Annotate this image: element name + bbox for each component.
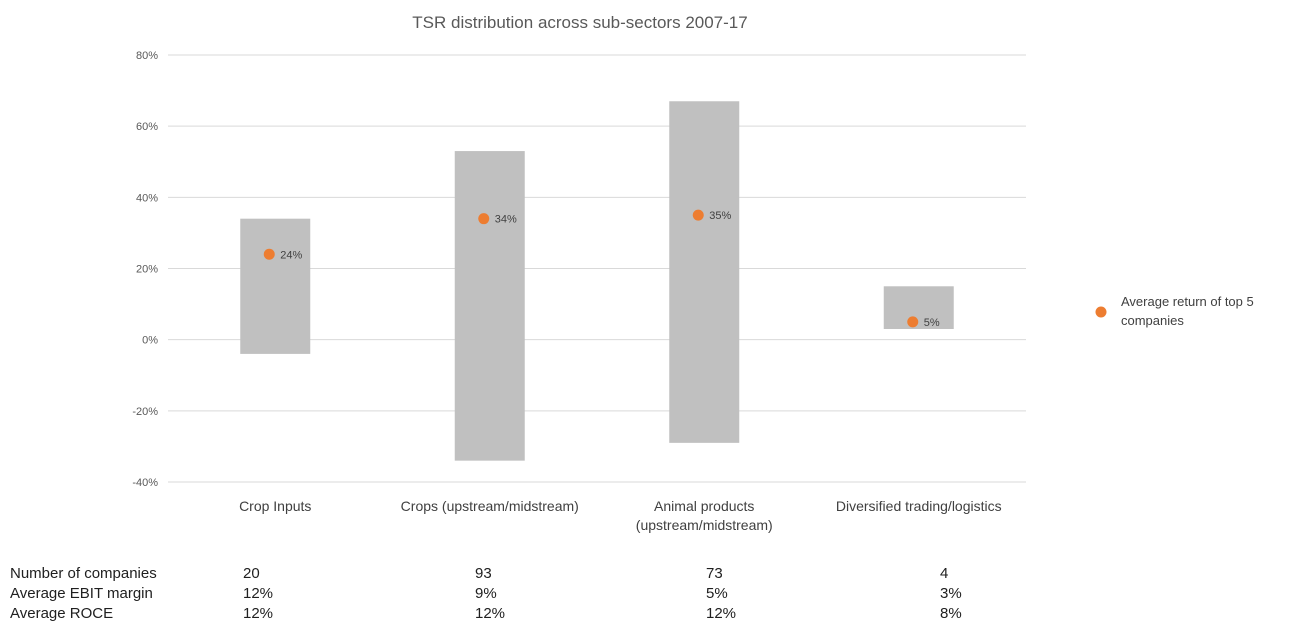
stats-cell: 20	[243, 565, 260, 582]
legend-marker	[1095, 306, 1107, 318]
legend-label: Average return of top 5	[1121, 294, 1254, 309]
average-marker	[478, 213, 490, 225]
range-bar	[454, 151, 525, 461]
category-label: Diversified trading/logistics	[836, 498, 1002, 514]
range-bars	[240, 101, 954, 461]
tsr-chart: TSR distribution across sub-sectors 2007…	[132, 13, 1254, 533]
y-tick-label: 40%	[136, 192, 158, 204]
legend: Average return of top 5 companies	[1095, 294, 1254, 328]
range-bar	[240, 218, 311, 354]
category-label: Crops (upstream/midstream)	[401, 498, 579, 514]
stats-cell: 12%	[243, 605, 274, 622]
stats-cell: 3%	[940, 585, 962, 602]
stats-cell: 4	[940, 565, 949, 582]
y-tick-label: -20%	[132, 406, 158, 418]
y-tick-label: -40%	[132, 477, 158, 489]
average-marker	[692, 209, 704, 221]
average-marker	[263, 248, 275, 260]
stats-cell: 12%	[243, 585, 274, 602]
stats-cell: 93	[475, 565, 492, 582]
stats-row: Average ROCE 12% 12% 12% 8%	[10, 604, 1060, 624]
data-label: 35%	[709, 210, 731, 222]
stats-row: Average EBIT margin 12% 9% 5% 3%	[10, 584, 1060, 604]
stats-cell: 5%	[706, 585, 728, 602]
category-label: Crop Inputs	[239, 498, 311, 514]
company-stats-table: Number of companies 20 93 73 4 Average EBIT m…	[10, 564, 1060, 624]
average-marker	[907, 316, 919, 328]
y-tick-label: 60%	[136, 121, 158, 133]
data-label: 34%	[495, 214, 517, 226]
stats-row: Number of companies 20 93 73 4	[10, 564, 1060, 584]
stats-row-label: Average EBIT margin	[10, 585, 153, 602]
stats-row-label: Average ROCE	[10, 605, 114, 622]
y-tick-label: 80%	[136, 50, 158, 62]
chart-title: TSR distribution across sub-sectors 2007…	[412, 13, 747, 32]
category-labels: Crop Inputs Crops (upstream/midstream) Ani…	[239, 498, 1002, 533]
data-label: 24%	[280, 249, 302, 261]
y-tick-label: 0%	[142, 335, 158, 347]
y-tick-label: 20%	[136, 264, 158, 276]
stats-cell: 8%	[940, 605, 962, 622]
category-label: (upstream/midstream)	[636, 517, 773, 533]
range-bar	[669, 101, 740, 443]
stats-cell: 73	[706, 565, 723, 582]
legend-label: companies	[1121, 313, 1184, 328]
data-labels: 24% 34% 35% 5%	[280, 210, 940, 329]
gridlines	[168, 54, 1026, 483]
stats-cell: 9%	[475, 585, 497, 602]
average-markers	[263, 209, 919, 328]
y-axis-ticks: 80% 60% 40% 20% 0% -20% -40%	[132, 50, 158, 489]
category-label: Animal products	[654, 498, 754, 514]
stats-cell: 12%	[475, 605, 506, 622]
data-label: 5%	[924, 317, 940, 329]
stats-cell: 12%	[706, 605, 737, 622]
stats-row-label: Number of companies	[10, 565, 157, 582]
range-bar	[883, 286, 954, 329]
